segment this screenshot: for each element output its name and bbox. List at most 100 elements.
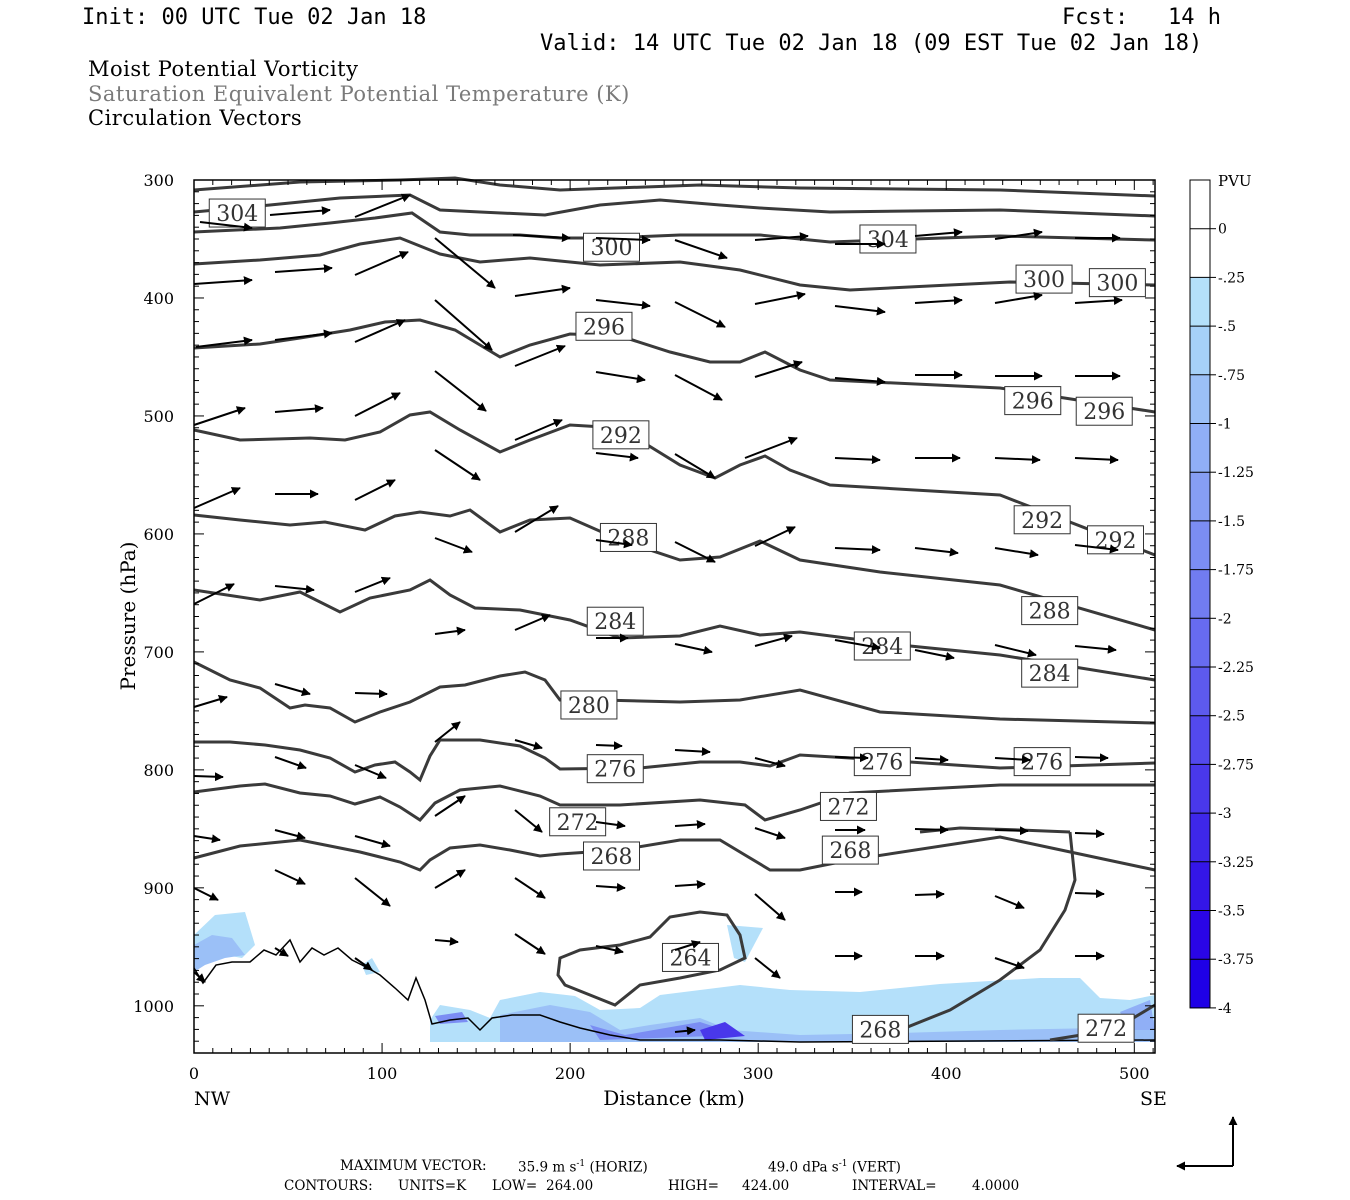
colorbar-swatch	[1190, 813, 1210, 863]
contour-label: 292	[1013, 505, 1071, 535]
svg-text:280: 280	[568, 694, 610, 719]
svg-text:296: 296	[583, 315, 625, 340]
colorbar-swatch	[1190, 910, 1210, 960]
field-moist-pv: Moist Potential Vorticity	[88, 57, 359, 81]
footer-high-label: HIGH=	[668, 1178, 719, 1194]
colorbar-label: -2.5	[1218, 709, 1245, 725]
svg-text:300: 300	[1023, 268, 1065, 293]
contour-label: 268	[851, 1014, 909, 1044]
footer-low-value: 264.00	[546, 1178, 594, 1194]
contour-label: 304	[208, 198, 266, 228]
colorbar-label: -2.75	[1218, 757, 1254, 773]
colorbar-swatch	[1190, 326, 1210, 376]
svg-text:284: 284	[861, 635, 903, 660]
pv-shading	[194, 912, 1155, 1042]
colorbar-label: -1.5	[1218, 514, 1245, 530]
colorbar-swatch	[1190, 569, 1210, 619]
colorbar-label: -3.75	[1218, 952, 1254, 968]
horiz-unit: (HORIZ)	[589, 1159, 648, 1176]
contour-label: 300	[582, 232, 640, 262]
svg-text:268: 268	[859, 1018, 901, 1043]
colorbar-labels: 0 -.25 -.5 -.75 -1 -1.25 -1.5 -1.75 -2 -2.25 -2.5 -…	[1210, 222, 1254, 1017]
field-circulation: Circulation Vectors	[88, 106, 303, 130]
vert-value: 49.0 dPa s	[768, 1159, 839, 1176]
y-axis-title: Pressure (hPa)	[116, 542, 140, 691]
colorbar-label: -1.75	[1218, 563, 1254, 579]
contour-label: 276	[853, 747, 911, 777]
svg-text:300: 300	[590, 236, 632, 261]
x-end-left: NW	[194, 1088, 231, 1110]
plot-frame	[193, 179, 1156, 1054]
contour-label: 292	[592, 420, 650, 450]
y-tick-label: 700	[143, 643, 174, 662]
circulation-vectors	[193, 193, 1123, 1036]
colorbar-swatch	[1190, 423, 1210, 473]
svg-text:296: 296	[1012, 390, 1054, 415]
forecast-label: Fcst:	[1062, 5, 1129, 30]
x-tick-label: 300	[743, 1064, 774, 1083]
colorbar-swatch	[1190, 667, 1210, 717]
svg-text:272: 272	[1085, 1017, 1127, 1042]
contour-label: 284	[1021, 658, 1079, 688]
contour-label: 284	[586, 606, 644, 636]
svg-text:276: 276	[594, 758, 636, 783]
contour-label: 304	[859, 224, 917, 254]
footer-max-vector-label: MAXIMUM VECTOR:	[340, 1158, 487, 1174]
y-tick-label: 300	[143, 171, 174, 190]
colorbar-swatch	[1190, 959, 1210, 1009]
footer-horiz-value: 35.9 m s-1 (HORIZ)	[518, 1160, 648, 1175]
footer-vert-value: 49.0 dPa s-1 (VERT)	[768, 1160, 901, 1175]
svg-text:304: 304	[216, 202, 258, 227]
x-axis-title: Distance (km)	[603, 1086, 745, 1110]
contour-label: 276	[1013, 747, 1071, 777]
colorbar-label: -2	[1218, 611, 1232, 627]
svg-text:272: 272	[557, 811, 599, 836]
colorbar-swatch	[1190, 618, 1210, 668]
colorbar-label: -1.25	[1218, 465, 1254, 481]
pv-colorbar	[1189, 179, 1211, 1009]
svg-text:292: 292	[600, 424, 642, 449]
svg-text:288: 288	[607, 526, 649, 551]
contour-label: 272	[819, 791, 877, 821]
init-time: Init: 00 UTC Tue 02 Jan 18	[82, 5, 427, 30]
colorbar-label: -.5	[1218, 319, 1236, 335]
svg-text:304: 304	[867, 228, 909, 253]
footer-interval-value: 4.0000	[972, 1178, 1020, 1194]
contour-label: 268	[582, 841, 640, 871]
reference-vector	[1176, 1116, 1238, 1171]
contour-label: 284	[853, 631, 911, 661]
footer-high-value: 424.00	[742, 1178, 790, 1194]
terrain-line	[193, 938, 1156, 1043]
svg-text:272: 272	[827, 795, 869, 820]
colorbar-label: 0	[1218, 222, 1227, 238]
theta-contours	[193, 176, 1156, 1042]
x-tick-label: 0	[189, 1064, 199, 1083]
y-tick-label: 400	[143, 289, 174, 308]
horiz-exponent: -1	[576, 1159, 586, 1169]
colorbar-label: -3.25	[1218, 855, 1254, 871]
y-tick-label: 800	[143, 761, 174, 780]
x-tick-label: 100	[367, 1064, 398, 1083]
svg-text:292: 292	[1021, 509, 1063, 534]
colorbar-label: -.25	[1218, 270, 1245, 286]
svg-text:296: 296	[1083, 400, 1125, 425]
contour-label: 276	[586, 754, 644, 784]
svg-text:288: 288	[1029, 600, 1071, 625]
contour-label: 296	[1075, 396, 1133, 426]
colorbar-swatch	[1190, 861, 1210, 911]
colorbar-swatch	[1190, 764, 1210, 814]
svg-text:264: 264	[669, 946, 711, 971]
x-end-right: SE	[1140, 1088, 1167, 1110]
vert-exponent: -1	[838, 1159, 848, 1169]
colorbar-swatch	[1190, 520, 1210, 571]
y-tick-label: 500	[143, 407, 174, 426]
vert-unit: (VERT)	[851, 1159, 901, 1176]
contour-label: 300	[1015, 264, 1073, 294]
svg-text:276: 276	[861, 751, 903, 776]
contour-label: 268	[821, 835, 879, 865]
x-tick-label: 500	[1119, 1064, 1150, 1083]
contour-labels: 304 300 304 300 300 296 296 296 292 292 292 288 288 2…	[208, 198, 1146, 1044]
footer-low-label: LOW=	[492, 1178, 538, 1194]
colorbar-label: -4	[1218, 1001, 1232, 1017]
footer-interval-label: INTERVAL=	[852, 1178, 937, 1194]
